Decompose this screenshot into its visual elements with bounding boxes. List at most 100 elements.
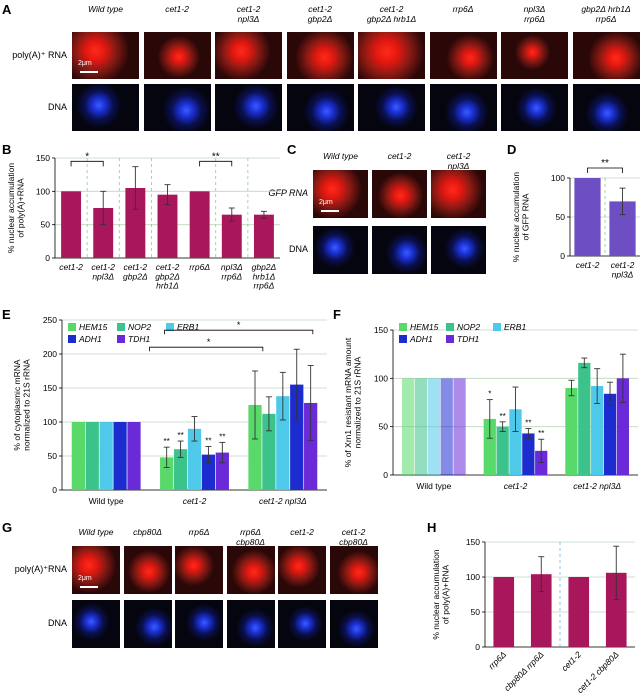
category-label: cet1-2 npl3Δ	[573, 481, 621, 491]
chart-e: 0 50 100 150 200 250 % of cytoplasmic mRNAnorm…	[12, 315, 327, 506]
significance-bracket	[70, 160, 104, 167]
panel-label-h: H	[427, 520, 437, 535]
rna-micrograph	[501, 32, 568, 79]
bar	[248, 405, 262, 490]
chart-h: 0 50 100 150 % nuclear accumulationof poly(A…	[431, 537, 635, 695]
dna-micrograph	[372, 226, 427, 274]
legend-swatch	[68, 335, 76, 343]
row-label-dna: DNA	[47, 101, 67, 112]
dna-micrograph	[123, 600, 172, 648]
legend-label: ADH1	[78, 334, 102, 344]
bar	[71, 422, 85, 490]
rna-micrograph	[431, 170, 486, 218]
bar	[262, 413, 276, 490]
bar	[276, 396, 290, 490]
bar	[173, 449, 188, 490]
y-tick-label: 50	[556, 212, 566, 222]
significance-marker: **	[601, 158, 609, 169]
y-tick-label: 100	[43, 417, 57, 427]
y-axis-title: % of cytoplasmic mRNAnormalized to 21S r…	[12, 359, 31, 451]
category-label: npl3Δ rrp6Δ	[221, 262, 243, 281]
column-header: cet1-2 gbp2Δ	[307, 4, 333, 24]
y-tick-label: 150	[374, 325, 388, 335]
category-label: Wild type	[89, 496, 124, 506]
rna-micrograph	[175, 546, 223, 594]
bar	[565, 388, 578, 475]
y-tick-label: 150	[466, 537, 480, 547]
significance-marker: **	[177, 431, 183, 440]
legend-label: HEM15	[410, 322, 439, 332]
column-header: Wild type	[323, 151, 358, 161]
bar	[574, 178, 601, 256]
category-label: cet1-2	[504, 481, 528, 491]
y-tick-label: 100	[466, 572, 480, 582]
significance-marker: **	[538, 429, 544, 438]
dna-micrograph	[286, 84, 354, 131]
significance-marker: **	[525, 419, 531, 428]
bar	[568, 577, 590, 647]
legend-label: TDH1	[457, 334, 479, 344]
dna-micrograph	[431, 226, 486, 274]
bar	[290, 384, 304, 490]
column-header: Wild type	[88, 4, 123, 14]
chart-f: 0 50 100 150 % of Xrn1 resistant mRNA amount…	[343, 322, 638, 491]
column-header: cet1-2	[290, 527, 314, 537]
panel-label-g: G	[2, 520, 13, 535]
column-header: rrp6Δ	[188, 527, 210, 537]
significance-bracket	[199, 160, 233, 167]
legend-label: HEM15	[79, 322, 108, 332]
legend-label: NOP2	[457, 322, 480, 332]
rna-micrograph	[123, 546, 172, 594]
y-tick-label: 150	[36, 153, 50, 163]
dna-micrograph	[215, 84, 282, 131]
legend-label: ERB1	[504, 322, 526, 332]
y-tick-label: 0	[560, 251, 565, 261]
column-header: cbp80Δ	[133, 527, 162, 537]
bar	[578, 362, 591, 475]
category-label: rrp6Δ	[486, 649, 508, 671]
significance-marker: *	[237, 320, 241, 330]
dna-micrograph	[143, 84, 211, 131]
category-label: cet1-2	[576, 260, 600, 270]
bar	[603, 393, 617, 475]
panel-label-d: D	[507, 142, 517, 157]
bar	[414, 378, 428, 475]
y-tick-label: 0	[475, 642, 480, 652]
legend-label: ERB1	[177, 322, 199, 332]
bar	[201, 454, 216, 490]
legend-label: NOP2	[128, 322, 151, 332]
significance-marker: **	[219, 432, 225, 441]
bar	[616, 378, 630, 475]
significance-marker: **	[164, 437, 170, 446]
column-header: gbp2Δ hrb1Δ rrp6Δ	[581, 4, 631, 24]
dna-micrograph	[72, 84, 139, 131]
category-label: cet1-2 gbp2Δ	[123, 262, 148, 281]
column-header: cet1-2	[387, 151, 412, 161]
significance-marker: *	[85, 151, 89, 162]
bar	[215, 452, 229, 490]
row-label-rna: GFP RNA	[268, 188, 308, 198]
dna-micrograph	[313, 226, 368, 274]
category-label: cet1-2	[559, 649, 583, 673]
column-header: npl3Δ rrp6Δ	[523, 4, 546, 24]
y-axis-title: % nuclear accumulationof poly(A)+RNA	[6, 163, 25, 254]
bar	[99, 422, 113, 490]
legend-label: ADH1	[409, 334, 433, 344]
column-header: Wild type	[78, 527, 114, 537]
y-tick-label: 50	[379, 422, 389, 432]
column-header: rrp6Δ cbp80Δ	[236, 527, 265, 547]
scale-bar	[321, 210, 339, 212]
legend-swatch	[399, 335, 407, 343]
column-header: cet1-2 npl3Δ	[236, 4, 261, 24]
dna-micrograph	[329, 600, 378, 648]
category-label: cet1-2	[183, 496, 207, 506]
rna-micrograph	[329, 546, 378, 594]
scale-bar-label: 2μm	[319, 199, 333, 206]
legend-swatch	[493, 323, 501, 331]
rna-micrograph	[429, 32, 497, 79]
bar	[253, 214, 274, 258]
legend-swatch	[117, 323, 125, 331]
legend-swatch	[446, 335, 454, 343]
bar	[427, 378, 440, 475]
bar	[304, 402, 318, 490]
